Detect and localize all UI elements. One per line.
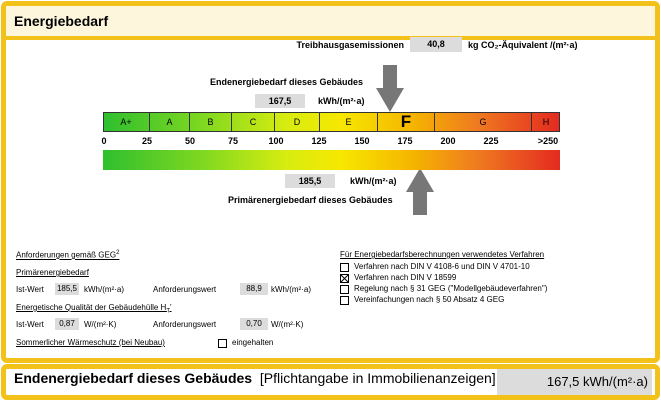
summer-label: Sommerlicher Wärmeschutz (bei Neubau) [16,338,165,347]
req-unit: W/(m²·K) [271,320,304,329]
class-label: D [275,112,320,132]
ist-value: 0,87 [55,318,79,330]
frame [1,1,660,363]
class-label: B [190,112,232,132]
hull-text: Energetische Qualität der Gebäudehülle H [16,303,167,312]
ist-unit: W/(m²·K) [84,320,117,329]
req-heading: Anforderungen gemäß GEG2 [16,250,119,260]
ist-label: Ist-Wert [16,320,44,329]
check-mark [340,274,349,283]
scale-label: 75 [227,136,239,146]
scale-label: 225 [483,136,499,146]
req-value: 0,70 [240,318,268,330]
method-label: Vereinfachungen nach § 50 Absatz 4 GEG [354,295,505,304]
footer-note: [Pflichtangabe in Immobilienanzeigen] [259,370,496,386]
ghg-label: Treibhausgasemissionen [296,40,404,50]
scale-label: 0 [101,136,107,146]
class-bar [103,112,560,132]
class-label: A [150,112,190,132]
gradient-bar [103,150,560,170]
req-unit: kWh/(m²·a) [271,285,311,294]
end-unit: kWh/(m²·a) [318,96,365,106]
scale-label: 50 [184,136,196,146]
scale-label: 200 [440,136,456,146]
arrow-up [406,168,434,215]
footer-value: 167,5 kWh/(m²·a) [497,369,652,395]
class-label: E [320,112,378,132]
hull-sub: T [166,308,170,315]
end-value: 167,5 [255,94,305,108]
end-label: Endenergiebedarf dieses Gebäudes [210,77,364,87]
header [6,6,655,40]
primary-section: Primärenergiebedarf [16,268,89,277]
checkbox[interactable] [218,339,227,348]
class-label: C [232,112,275,132]
checkbox[interactable] [340,274,349,283]
req-value: 88,9 [240,283,268,295]
req-label: Anforderungswert [153,285,217,294]
class-label: A+ [103,112,150,132]
hull-section: Energetische Qualität der Gebäudehülle H… [16,303,172,315]
ghg-unit: kg CO₂-Äquivalent /(m²·a) [468,40,578,50]
primary-label: Primärenergiebedarf dieses Gebäudes [228,195,393,205]
method-label: Verfahren nach DIN V 4108-6 und DIN V 47… [354,262,530,271]
footer-label: Endenergiebedarf dieses Gebäudes [Pflich… [14,370,496,386]
scale-label: >250 [537,136,559,146]
arrows [376,65,434,215]
scale-label: 100 [268,136,284,146]
scale-label: 175 [397,136,413,146]
req-label: Anforderungswert [153,320,217,329]
arrow-down [376,65,404,112]
class-label: F [378,112,435,132]
primary-value: 185,5 [285,174,335,188]
ist-label: Ist-Wert [16,285,44,294]
checkbox[interactable] [340,296,349,305]
summer-option: eingehalten [232,338,274,347]
req-heading-sup: 2 [116,250,120,256]
scale-label: 125 [311,136,327,146]
class-label: G [435,112,532,132]
hull-prime: ' [170,303,172,312]
method-label: Regelung nach § 31 GEG ("Modellgebäudeve… [354,284,548,293]
ghg-value: 40,8 [410,37,462,52]
checkbox[interactable] [340,285,349,294]
scale-label: 25 [141,136,153,146]
scale-label: 150 [354,136,370,146]
title: Energiebedarf [14,13,109,29]
method-label: Verfahren nach DIN V 18599 [354,273,457,282]
req-heading-text: Anforderungen gemäß GEG [16,250,117,260]
class-label: H [542,117,550,127]
ist-value: 185,5 [55,283,79,295]
primary-unit: kWh/(m²·a) [350,176,397,186]
ist-unit: kWh/(m²·a) [84,285,124,294]
footer-title: Endenergiebedarf dieses Gebäudes [14,370,253,386]
method-heading: Für Energiebedarfsberechnungen verwendet… [340,250,545,259]
checkbox[interactable] [340,263,349,272]
